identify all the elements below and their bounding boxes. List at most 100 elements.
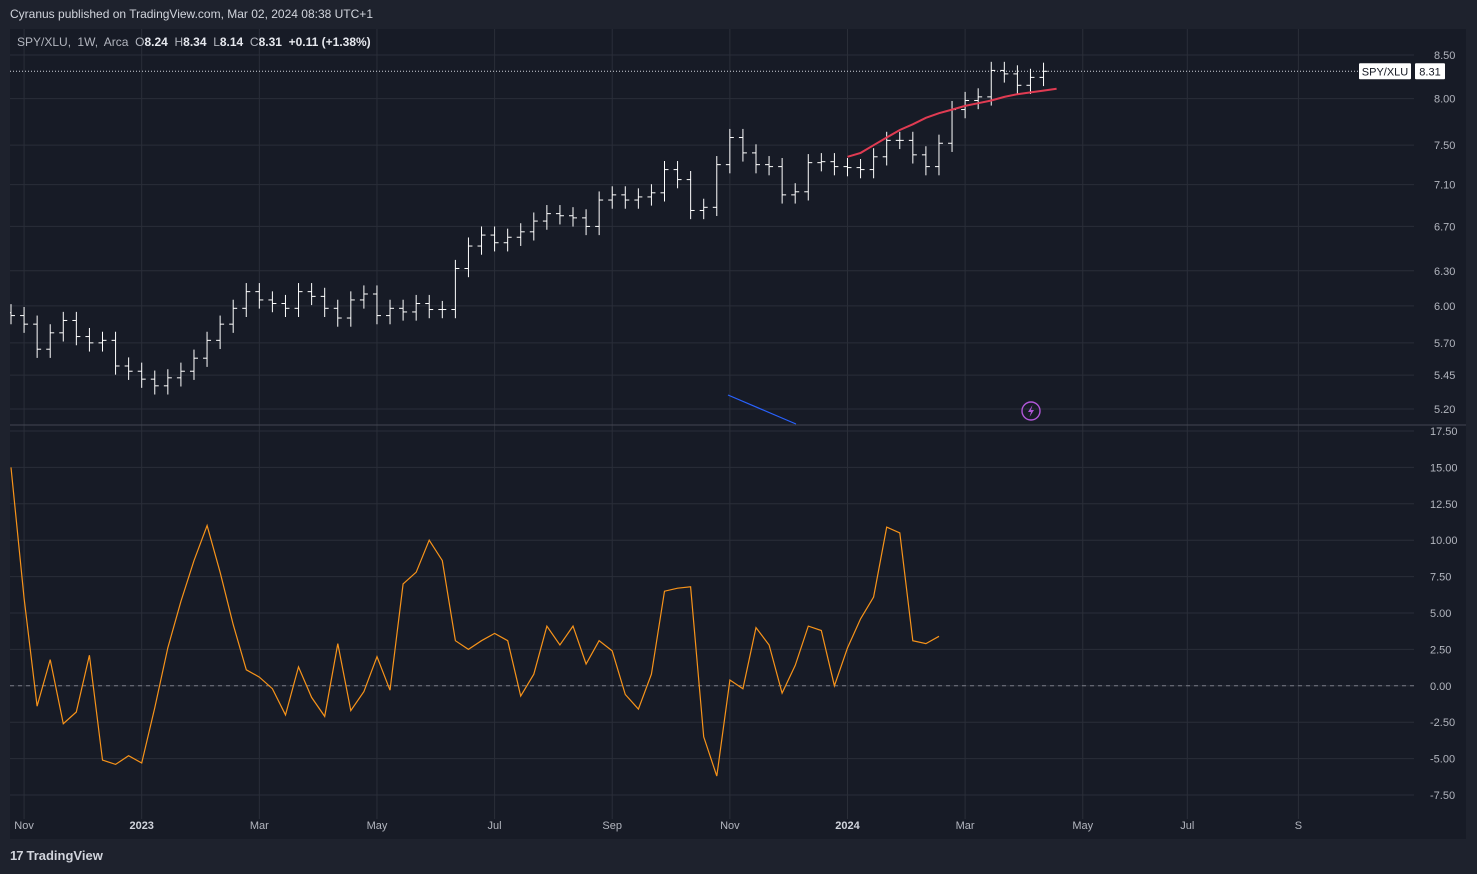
ohlc-bar[interactable] [359, 285, 368, 309]
ohlc-bar[interactable] [46, 324, 55, 358]
time-axis-tick-label: Nov [14, 820, 34, 832]
ohlc-bar[interactable] [10, 304, 15, 325]
ohlc-bar[interactable] [751, 144, 760, 174]
footer-brand[interactable]: TradingView [26, 848, 103, 863]
ohlc-bar[interactable] [673, 160, 682, 189]
time-axis-tick-label: May [367, 820, 388, 832]
ohlc-bar[interactable] [869, 148, 878, 179]
ohlc-bar[interactable] [712, 156, 721, 217]
ohlc-bar[interactable] [804, 154, 813, 201]
ohlc-bar[interactable] [830, 153, 839, 176]
trendline-drawing[interactable] [727, 394, 797, 425]
ohlc-bar[interactable] [203, 331, 212, 367]
ohlc-bar[interactable] [738, 128, 747, 162]
ohlc-bar[interactable] [608, 186, 617, 209]
ohlc-bar[interactable] [372, 285, 381, 325]
ohlc-bar[interactable] [425, 294, 434, 319]
ohlc-bar[interactable] [647, 184, 656, 206]
ohlc-bar[interactable] [333, 299, 342, 327]
ohlc-bar[interactable] [438, 300, 447, 319]
ohlc-bar[interactable] [699, 198, 708, 220]
ohlc-bar[interactable] [386, 299, 395, 325]
time-axis-tick-label: 2023 [129, 820, 153, 832]
ohlc-bar[interactable] [59, 311, 68, 342]
oscillator-axis-tick-label: 17.50 [1430, 426, 1458, 438]
price-axis-tick-label: 6.30 [1434, 266, 1455, 278]
ohlc-bar[interactable] [1000, 61, 1009, 83]
ohlc-bar[interactable] [216, 315, 225, 350]
ohlc-bar[interactable] [1013, 65, 1022, 94]
ohlc-bar[interactable] [569, 207, 578, 227]
ohlc-bar[interactable] [399, 299, 408, 321]
ohlc-bar[interactable] [464, 237, 473, 278]
ohlc-bar[interactable] [72, 311, 81, 346]
ohlc-bar[interactable] [856, 159, 865, 179]
ohlc-bar[interactable] [307, 283, 316, 306]
ohlc-bar[interactable] [503, 228, 512, 252]
ohlc-bar[interactable] [1026, 68, 1035, 94]
oscillator-axis-tick-label: 7.50 [1430, 572, 1451, 584]
ohlc-bar[interactable] [921, 146, 930, 176]
ohlc-bar[interactable] [268, 291, 277, 313]
ohlc-bar[interactable] [451, 259, 460, 319]
ohlc-bar[interactable] [542, 205, 551, 230]
ohlc-bar[interactable] [294, 283, 303, 318]
ohlc-bar[interactable] [908, 131, 917, 164]
footer-branding[interactable]: 17 TradingView [10, 848, 103, 863]
ohlc-bar[interactable] [320, 287, 329, 318]
ohlc-bar[interactable] [346, 291, 355, 327]
chart-frame[interactable]: 8.50 8.00 7.50 7.10 6.70 6.30 6.00 5.70 5.45 5.20… [10, 29, 1466, 839]
ohlc-bar[interactable] [229, 299, 238, 333]
legend-change: +0.11 [288, 35, 319, 49]
ohlc-bar[interactable] [412, 294, 421, 321]
ohlc-bar[interactable] [477, 226, 486, 255]
lightning-icon[interactable] [1021, 401, 1041, 421]
time-axis-tick-label: 2024 [835, 820, 860, 832]
ohlc-bar[interactable] [934, 134, 943, 176]
ohlc-bar[interactable] [974, 88, 983, 110]
ohlc-bar[interactable] [85, 327, 94, 352]
ohlc-bar[interactable] [255, 283, 264, 309]
ohlc-bar[interactable] [242, 283, 251, 318]
price-axis-tick-label: 6.70 [1434, 221, 1455, 233]
ohlc-bar[interactable] [281, 294, 290, 318]
ohlc-bar[interactable] [124, 357, 133, 380]
legend-low-label: L [213, 35, 220, 49]
ohlc-bar[interactable] [686, 170, 695, 220]
ohlc-bar[interactable] [765, 156, 774, 176]
moving-average-line[interactable] [847, 87, 1057, 158]
ohlc-bar[interactable] [555, 205, 564, 225]
ohlc-bar[interactable] [817, 153, 826, 172]
ohlc-bar[interactable] [791, 183, 800, 204]
ohlc-bar[interactable] [595, 191, 604, 236]
ohlc-bar[interactable] [529, 212, 538, 241]
ohlc-bar[interactable] [634, 188, 643, 209]
ohlc-bar[interactable] [163, 369, 172, 395]
ohlc-bar[interactable] [1039, 62, 1048, 87]
ohlc-bar[interactable] [111, 331, 120, 375]
ohlc-bar[interactable] [895, 131, 904, 150]
ohlc-bar[interactable] [725, 128, 734, 174]
ohlc-bar[interactable] [20, 306, 29, 333]
chart-svg[interactable]: 8.50 8.00 7.50 7.10 6.70 6.30 6.00 5.70 5.45 5.20… [10, 29, 1466, 839]
legend-symbol[interactable]: SPY/XLU [17, 35, 68, 49]
ohlc-bar[interactable] [987, 61, 996, 106]
ohlc-bar[interactable] [150, 370, 159, 395]
ohlc-bar[interactable] [778, 158, 787, 204]
ohlc-bar[interactable] [843, 158, 852, 177]
ohlc-bar[interactable] [660, 160, 669, 202]
ohlc-bar[interactable] [490, 226, 499, 252]
ohlc-bar[interactable] [189, 349, 198, 380]
ohlc-bar[interactable] [516, 223, 525, 246]
price-tag-value-box [1415, 63, 1445, 80]
ohlc-bar[interactable] [137, 362, 146, 388]
ohlc-bar[interactable] [33, 315, 42, 358]
tradingview-logo-icon: 17 [10, 848, 24, 863]
ohlc-bar[interactable] [621, 186, 630, 209]
time-axis-tick-label: Sep [602, 820, 622, 832]
ohlc-bar[interactable] [176, 362, 185, 387]
ohlc-bar[interactable] [98, 331, 107, 352]
oscillator-line[interactable] [10, 467, 940, 777]
symbol-legend[interactable]: SPY/XLU, 1W, Arca O8.24 H8.34 L8.14 C8.3… [17, 35, 371, 49]
ohlc-bar[interactable] [582, 209, 591, 236]
